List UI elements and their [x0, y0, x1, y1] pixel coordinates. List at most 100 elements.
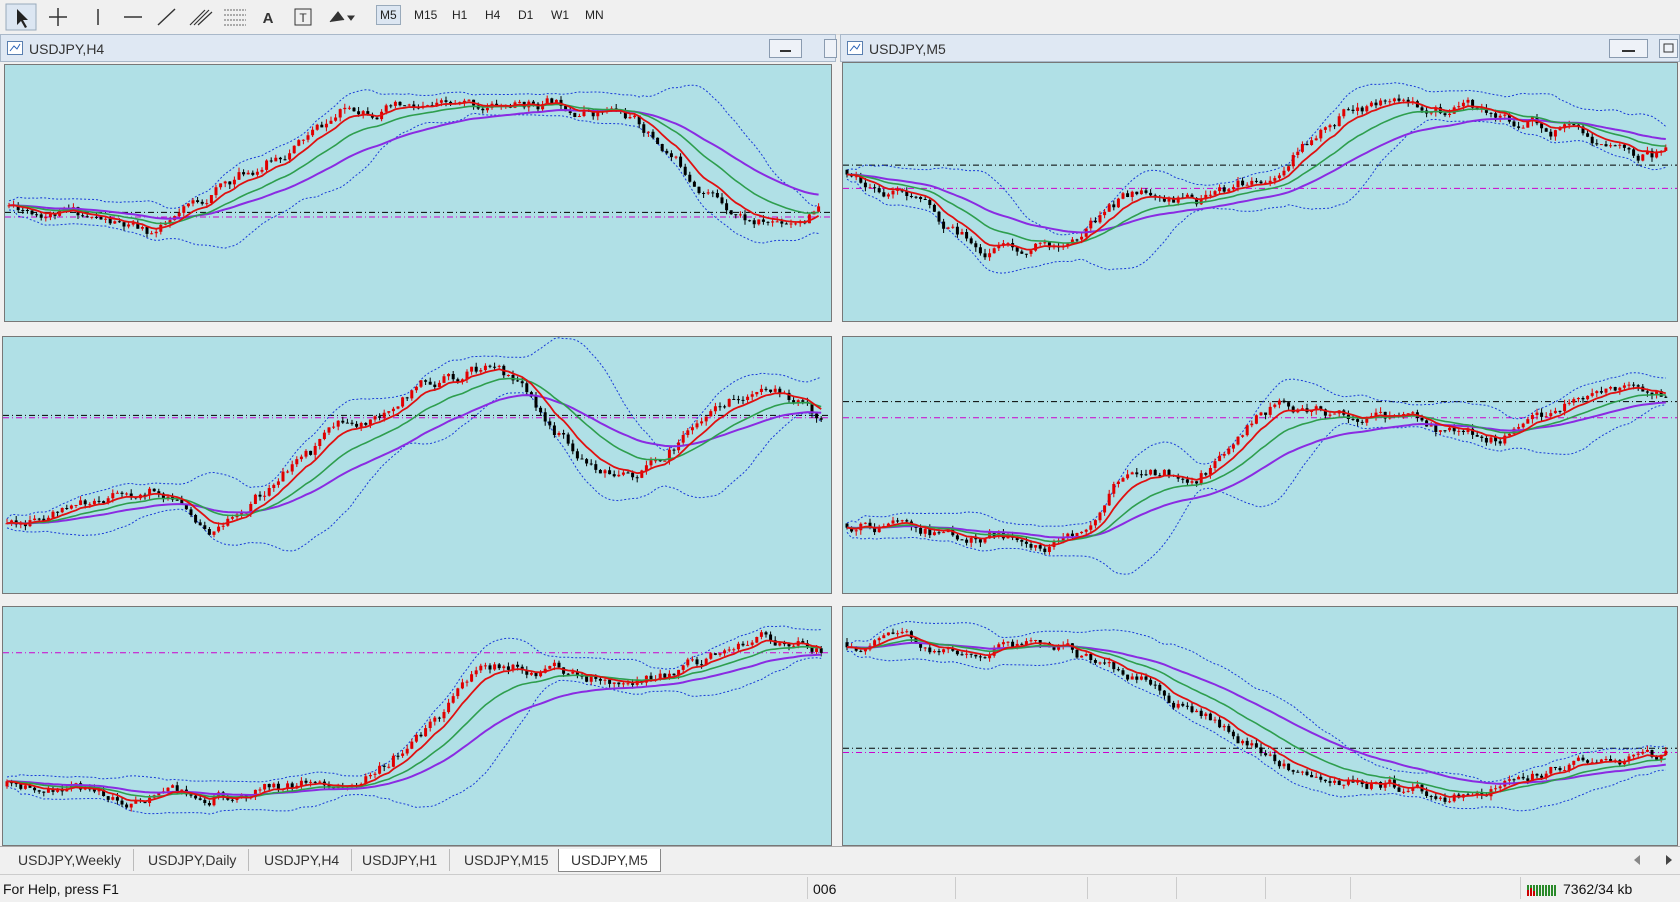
timeframe-button[interactable]: D1 — [518, 8, 534, 22]
chart-tab[interactable]: USDJPY,H4 — [252, 849, 353, 871]
ma-fast — [8, 101, 820, 230]
price-chart — [3, 625, 833, 815]
timeframe-button[interactable]: H4 — [485, 8, 501, 22]
window-titlebar: USDJPY,H4 — [0, 34, 837, 62]
label-tool[interactable]: T — [299, 11, 307, 25]
status-separator — [955, 877, 956, 899]
chart-pane[interactable] — [842, 62, 1679, 322]
status-bar: For Help, press F1 006 7362/34 kb — [0, 874, 1680, 902]
window-buttons[interactable] — [769, 39, 837, 59]
ma-slow — [6, 394, 822, 525]
candles-up — [5, 632, 819, 808]
status-field: 006 — [813, 881, 837, 897]
candle-wicks-up — [851, 627, 1667, 804]
bollinger-upper — [6, 337, 822, 520]
status-separator — [1350, 877, 1351, 899]
chart-tab[interactable]: USDJPY,M15 — [452, 849, 562, 871]
status-separator — [1176, 877, 1177, 899]
chart-pane[interactable] — [2, 606, 833, 846]
timeframe-button[interactable]: H1 — [452, 8, 468, 22]
channel-icon[interactable] — [189, 9, 213, 26]
trendline-icon[interactable] — [157, 8, 176, 26]
candles-up — [850, 631, 1668, 803]
ma-fast — [846, 101, 1666, 251]
bollinger-lower — [846, 404, 1666, 575]
price-chart — [843, 620, 1679, 812]
candle-wicks-down — [15, 362, 822, 536]
candle-wicks-up — [855, 381, 1658, 555]
bollinger-upper — [846, 372, 1666, 528]
window-title: USDJPY,M5 — [869, 41, 946, 57]
chart-pane[interactable] — [2, 336, 833, 594]
bollinger-lower — [8, 112, 819, 249]
price-chart — [843, 82, 1679, 274]
bollinger-upper — [847, 620, 1666, 783]
status-help: For Help, press F1 — [3, 881, 119, 897]
ma-fast — [847, 634, 1667, 798]
timeframe-button[interactable]: M15 — [414, 8, 438, 22]
ma-mid — [846, 393, 1666, 543]
chart-tab[interactable]: USDJPY,Weekly — [6, 849, 134, 871]
toolbar-icons: A T — [5, 3, 355, 31]
chart-tab[interactable]: USDJPY,H1 — [350, 849, 451, 871]
price-chart — [5, 84, 833, 249]
bollinger-upper — [6, 625, 822, 783]
ma-mid — [6, 645, 822, 798]
tab-bar: USDJPY,Weekly USDJPY,Daily USDJPY,H4 USDJPY… — [0, 846, 1680, 873]
text-tool[interactable]: A — [263, 10, 274, 27]
ma-mid — [846, 108, 1666, 244]
candle-wicks-up — [8, 95, 820, 238]
status-separator — [1265, 877, 1266, 899]
chart-pane[interactable] — [842, 336, 1679, 594]
window-buttons[interactable] — [1609, 39, 1679, 59]
bollinger-lower — [846, 118, 1666, 274]
ma-fast — [6, 639, 822, 803]
crosshair-icon[interactable] — [49, 8, 67, 26]
candles-down — [16, 98, 807, 234]
bollinger-lower — [6, 657, 822, 815]
label-tool-box — [294, 8, 312, 26]
window-icon — [7, 41, 23, 55]
candles-down — [845, 631, 1659, 802]
timeframe-button[interactable]: M5 — [376, 5, 401, 25]
candles-down — [845, 384, 1668, 552]
ma-slow — [8, 108, 819, 220]
status-separator — [807, 877, 808, 899]
bollinger-lower — [847, 650, 1666, 812]
window-titlebar: USDJPY,M5 — [840, 34, 1680, 62]
fibo-icon[interactable] — [224, 9, 246, 26]
chart-pane[interactable] — [4, 64, 833, 322]
timeframe-button[interactable]: MN — [585, 8, 604, 22]
arrows-icon[interactable] — [329, 11, 355, 23]
candle-wicks-up — [6, 630, 818, 812]
cursor-icon — [17, 9, 28, 28]
candle-wicks-down — [17, 96, 806, 238]
ma-mid — [6, 377, 822, 525]
candles-up — [854, 98, 1668, 258]
toolbar: A T M5 M15 H1 H4 D1 W1 MN — [0, 0, 1680, 35]
candles-up — [5, 365, 800, 535]
tab-scroll[interactable] — [1632, 853, 1676, 867]
bollinger-upper — [8, 84, 819, 209]
candle-wicks-down — [846, 628, 1658, 805]
ma-slow — [7, 653, 822, 797]
bollinger-upper — [846, 82, 1667, 236]
status-traffic: 7362/34 kb — [1563, 881, 1633, 897]
ma-slow — [846, 117, 1666, 234]
ma-slow — [847, 641, 1666, 785]
price-chart — [3, 337, 833, 552]
status-separator — [1520, 877, 1521, 899]
connection-icon — [1527, 885, 1556, 896]
candles-up — [7, 98, 821, 235]
chart-tab[interactable]: USDJPY,M5 — [558, 849, 661, 872]
chart-pane[interactable] — [842, 606, 1679, 846]
bollinger-lower — [6, 392, 822, 552]
chart-tab[interactable]: USDJPY,Daily — [136, 849, 250, 871]
timeframe-button[interactable]: W1 — [551, 8, 569, 22]
price-chart — [843, 372, 1679, 575]
ma-mid — [8, 103, 819, 225]
candles-down — [10, 632, 823, 808]
window-icon — [847, 41, 863, 55]
ma-fast — [846, 386, 1667, 547]
